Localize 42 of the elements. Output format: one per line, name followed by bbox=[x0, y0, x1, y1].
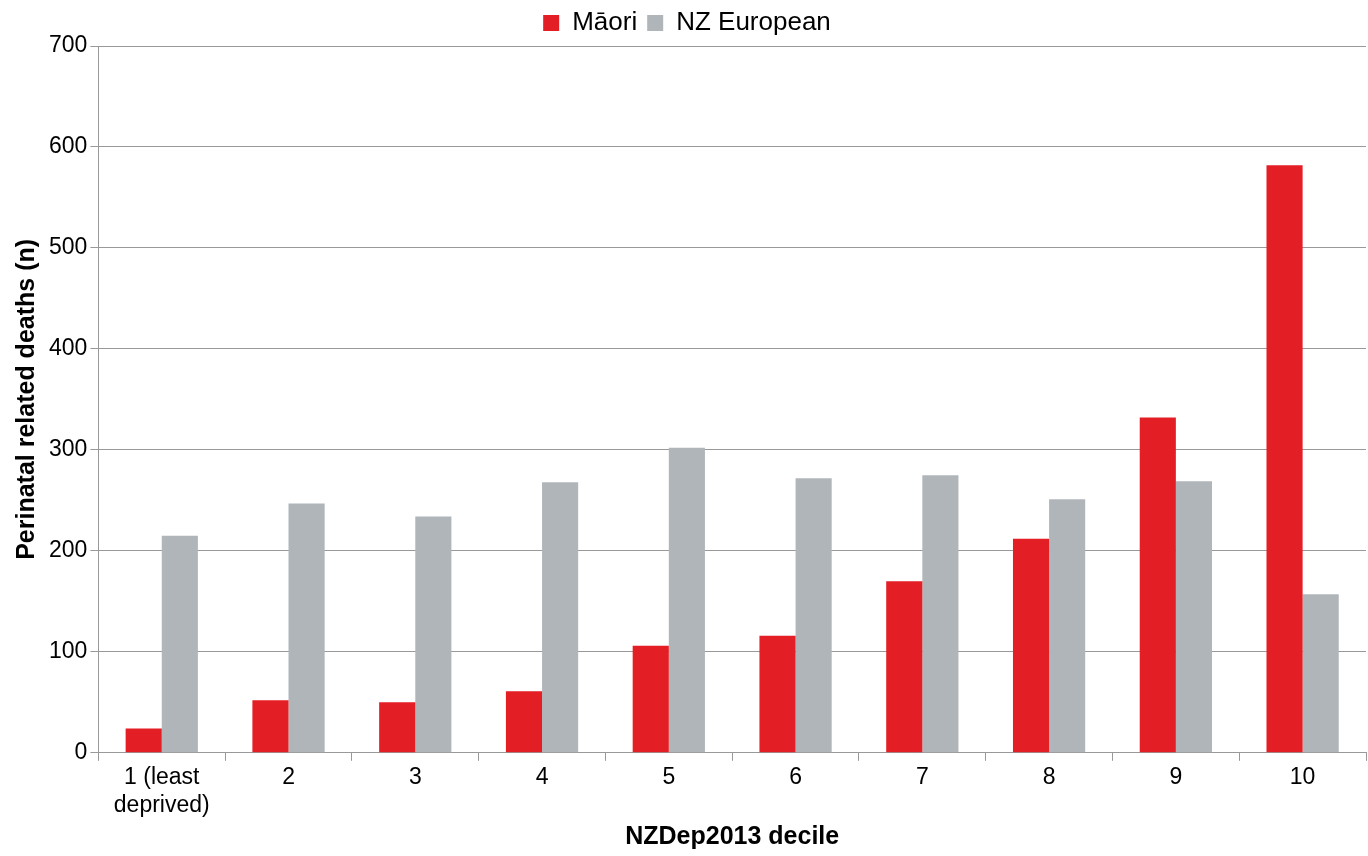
bar bbox=[288, 503, 325, 753]
bar bbox=[1049, 499, 1086, 753]
bar bbox=[795, 478, 832, 753]
y-tick-label: 600 bbox=[49, 132, 88, 159]
y-tick-label: 500 bbox=[49, 233, 88, 260]
bar bbox=[1012, 538, 1050, 753]
y-tick-label: 400 bbox=[49, 334, 88, 361]
y-tick-label: 300 bbox=[49, 435, 88, 462]
bar bbox=[759, 635, 796, 753]
bar bbox=[505, 691, 543, 753]
y-axis-title: Perinatal related deaths (n) bbox=[10, 238, 39, 560]
y-tick-label: 0 bbox=[74, 738, 88, 765]
x-tick-label: 9 bbox=[1169, 762, 1183, 789]
bar bbox=[542, 482, 579, 753]
bar bbox=[415, 516, 452, 753]
bar bbox=[1302, 594, 1339, 753]
y-tick-label: 100 bbox=[49, 637, 88, 664]
x-tick-label: 5 bbox=[662, 762, 676, 789]
x-axis-title: NZDep2013 decile bbox=[625, 820, 840, 849]
bar bbox=[1266, 165, 1303, 753]
x-tick-label: 3 bbox=[408, 762, 422, 789]
x-tick-label: 2 bbox=[282, 762, 295, 789]
legend-label: Māori bbox=[572, 6, 638, 37]
bar bbox=[252, 700, 289, 753]
x-tick-label: 6 bbox=[789, 762, 802, 789]
bar bbox=[922, 475, 959, 753]
bar bbox=[886, 581, 923, 753]
x-tick-label: 1 (least deprived) bbox=[113, 762, 210, 817]
x-tick-label: 7 bbox=[915, 762, 929, 789]
bar bbox=[379, 702, 416, 753]
legend-label: NZ European bbox=[676, 6, 831, 37]
y-tick-label: 700 bbox=[49, 31, 88, 58]
bar bbox=[1175, 481, 1212, 753]
bar bbox=[668, 447, 705, 753]
x-tick-label: 4 bbox=[535, 762, 549, 789]
bar bbox=[1139, 417, 1176, 753]
bar bbox=[161, 535, 198, 753]
x-tick-label: 8 bbox=[1042, 762, 1056, 789]
y-tick-label: 200 bbox=[49, 536, 88, 563]
bar bbox=[125, 728, 162, 753]
bar bbox=[632, 645, 669, 753]
x-tick-label: 10 bbox=[1289, 762, 1316, 789]
